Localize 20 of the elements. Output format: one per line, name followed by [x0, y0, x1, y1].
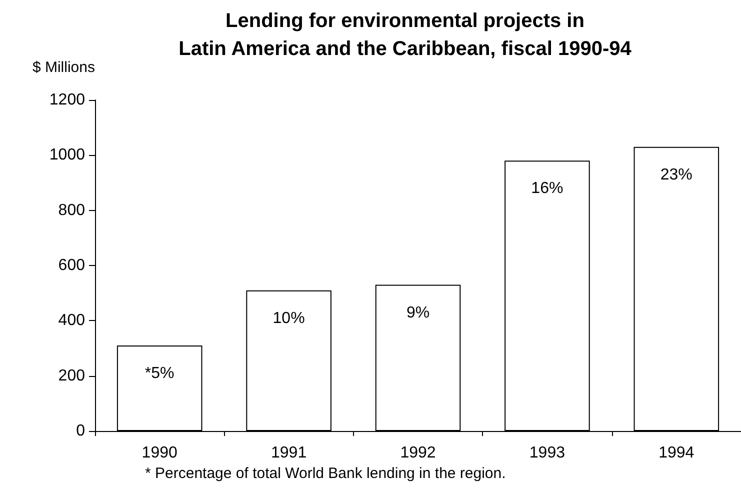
annotation: 9% [406, 304, 430, 322]
y-tick-label: 600 [58, 257, 86, 274]
x-tick-label: 1990 [142, 444, 178, 462]
annotation: 10% [272, 310, 305, 327]
y-tick-label: 0 [76, 422, 86, 440]
y-tick-label: 200 [58, 367, 86, 384]
annotation: 16% [531, 180, 564, 198]
y-tick-label: 800 [58, 202, 86, 219]
y-tick-label: 1000 [49, 146, 86, 164]
annotation: 23% [660, 166, 692, 184]
text: * Percentage of total World Bank lending in the region. [145, 465, 506, 482]
y-axis-title: $ Millions [32, 59, 95, 76]
x-tick-label: 1994 [658, 444, 694, 462]
annotation: *5% [144, 364, 174, 382]
x-tick-label: 1991 [271, 444, 307, 462]
x-tick-label: 1992 [400, 444, 436, 462]
x-tick-label: 1993 [529, 444, 566, 462]
y-tick-label: 400 [58, 312, 86, 330]
chart-title: Lending for environmental projects in Latin America and the Caribbean, fiscal 1990-94 [178, 10, 632, 60]
y-tick-label: 1200 [49, 92, 86, 108]
